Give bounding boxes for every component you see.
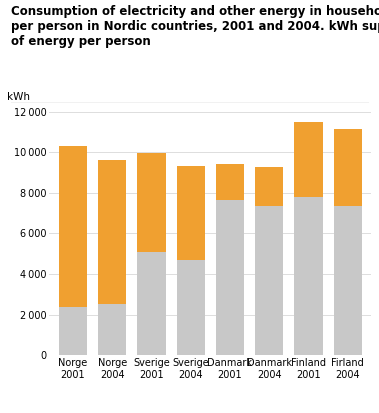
Bar: [59, 307, 87, 355]
Bar: [59, 146, 87, 307]
Bar: [137, 252, 166, 355]
Bar: [294, 122, 323, 197]
Bar: [334, 129, 362, 206]
Text: Consumption of electricity and other energy in households
per person in Nordic c: Consumption of electricity and other ene…: [11, 5, 379, 48]
Bar: [98, 160, 126, 304]
Bar: [255, 167, 283, 206]
Bar: [177, 166, 205, 260]
Bar: [334, 206, 362, 355]
Bar: [177, 260, 205, 355]
Bar: [216, 164, 244, 200]
Bar: [294, 197, 323, 355]
Bar: [216, 200, 244, 355]
Bar: [255, 206, 283, 355]
Text: kWh: kWh: [7, 92, 30, 102]
Bar: [98, 304, 126, 355]
Bar: [137, 153, 166, 252]
